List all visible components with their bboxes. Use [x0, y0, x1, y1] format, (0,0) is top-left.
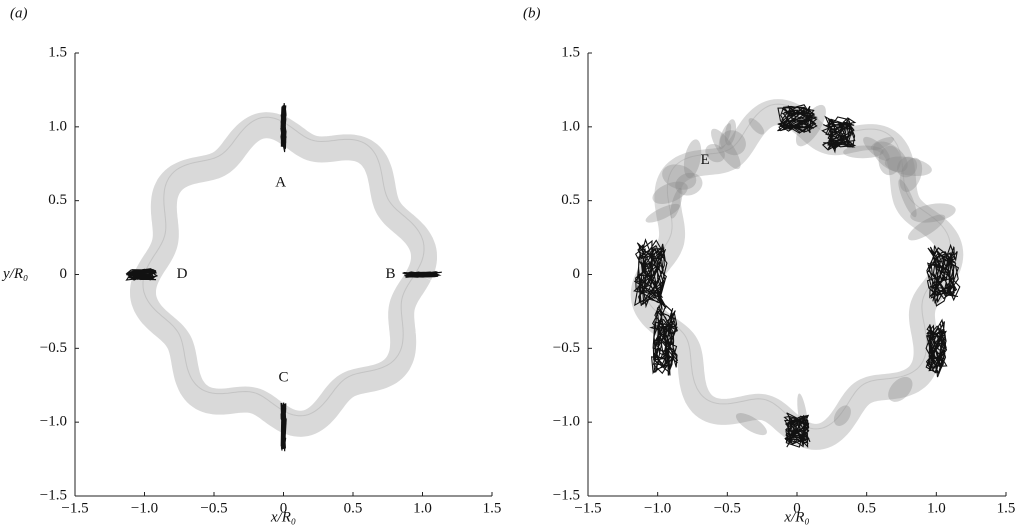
trajectory — [926, 243, 961, 307]
trajectory — [925, 318, 948, 378]
vortex-blob — [843, 145, 884, 159]
vortex-blob — [675, 172, 703, 196]
vortex-blob — [872, 141, 908, 173]
vortex-ring-edge — [142, 116, 425, 417]
y-tick-label: 0.5 — [48, 192, 67, 208]
trajectory — [821, 115, 857, 154]
trajectory — [649, 304, 679, 376]
vortex-blob — [899, 157, 923, 192]
x-tick-label: −1.5 — [61, 500, 88, 516]
vortex-blob — [735, 413, 767, 436]
annotation: C — [278, 369, 288, 385]
trajectory — [280, 102, 287, 153]
trajectory — [777, 104, 818, 134]
vortex-blob — [705, 143, 725, 163]
vortex-blob — [711, 128, 741, 170]
annotation: D — [177, 266, 188, 282]
y-tick-label: 1.5 — [561, 44, 580, 60]
vortex-blob — [670, 187, 683, 219]
panel-label: (b) — [523, 5, 541, 21]
y-tick-label: 0.5 — [561, 192, 580, 208]
x-tick-label: 1.0 — [927, 500, 946, 516]
x-tick-label: 0.5 — [857, 500, 876, 516]
vortex-blob — [724, 119, 737, 146]
vortex-blob — [907, 214, 946, 241]
vortex-blob — [888, 376, 913, 402]
vortex-blob — [718, 123, 732, 150]
y-tick-label: −1.5 — [40, 487, 67, 503]
vortex-blob — [652, 181, 688, 204]
y-tick-label: 0 — [60, 266, 68, 282]
vortex-blob — [645, 203, 680, 223]
vortex-blob — [910, 203, 956, 223]
y-axis-label: y/R₀ — [1, 266, 28, 282]
x-tick-label: 1.0 — [413, 500, 432, 516]
trajectory — [402, 270, 442, 279]
x-tick-label: 0.5 — [344, 500, 363, 516]
trajectory — [633, 238, 668, 310]
annotation: B — [386, 266, 396, 282]
vortex-blob — [878, 145, 901, 176]
x-tick-label: −1.0 — [644, 500, 671, 516]
x-axis-label: x/R₀ — [783, 509, 809, 525]
x-tick-label: 1.5 — [997, 500, 1016, 516]
x-axis-label: x/R₀ — [270, 509, 296, 525]
vortex-blob — [884, 156, 932, 177]
y-tick-label: 0 — [573, 266, 581, 282]
x-tick-label: 0 — [793, 500, 801, 516]
vortex-blob — [748, 118, 765, 135]
x-tick-label: −0.5 — [200, 500, 227, 516]
y-tick-label: 1.5 — [48, 44, 67, 60]
x-tick-label: −0.5 — [714, 500, 741, 516]
annotation: E — [700, 152, 709, 168]
vortex-blob — [720, 130, 746, 156]
y-tick-label: 1.0 — [48, 118, 67, 134]
vortex-blob — [662, 164, 697, 190]
x-tick-label: 1.5 — [483, 500, 502, 516]
vortex-blob — [863, 136, 890, 161]
y-tick-label: 1.0 — [561, 118, 580, 134]
x-tick-label: 0 — [280, 500, 288, 516]
panel-label: (a) — [10, 5, 28, 21]
trajectory — [125, 268, 159, 281]
x-tick-label: −1.5 — [574, 500, 601, 516]
annotation: A — [275, 174, 286, 190]
y-tick-label: −1.0 — [40, 414, 67, 430]
vortex-blob — [897, 156, 918, 178]
vortex-blob — [898, 179, 917, 218]
vortex-blob — [683, 139, 702, 179]
trajectory — [280, 402, 287, 452]
y-tick-label: −1.0 — [553, 414, 580, 430]
y-tick-label: −0.5 — [553, 340, 580, 356]
vortex-blob — [833, 405, 851, 426]
y-tick-label: −0.5 — [40, 340, 67, 356]
y-tick-label: −1.5 — [553, 487, 580, 503]
trajectory — [783, 412, 811, 449]
vortex-blob — [870, 137, 894, 151]
x-tick-label: −1.0 — [131, 500, 158, 516]
